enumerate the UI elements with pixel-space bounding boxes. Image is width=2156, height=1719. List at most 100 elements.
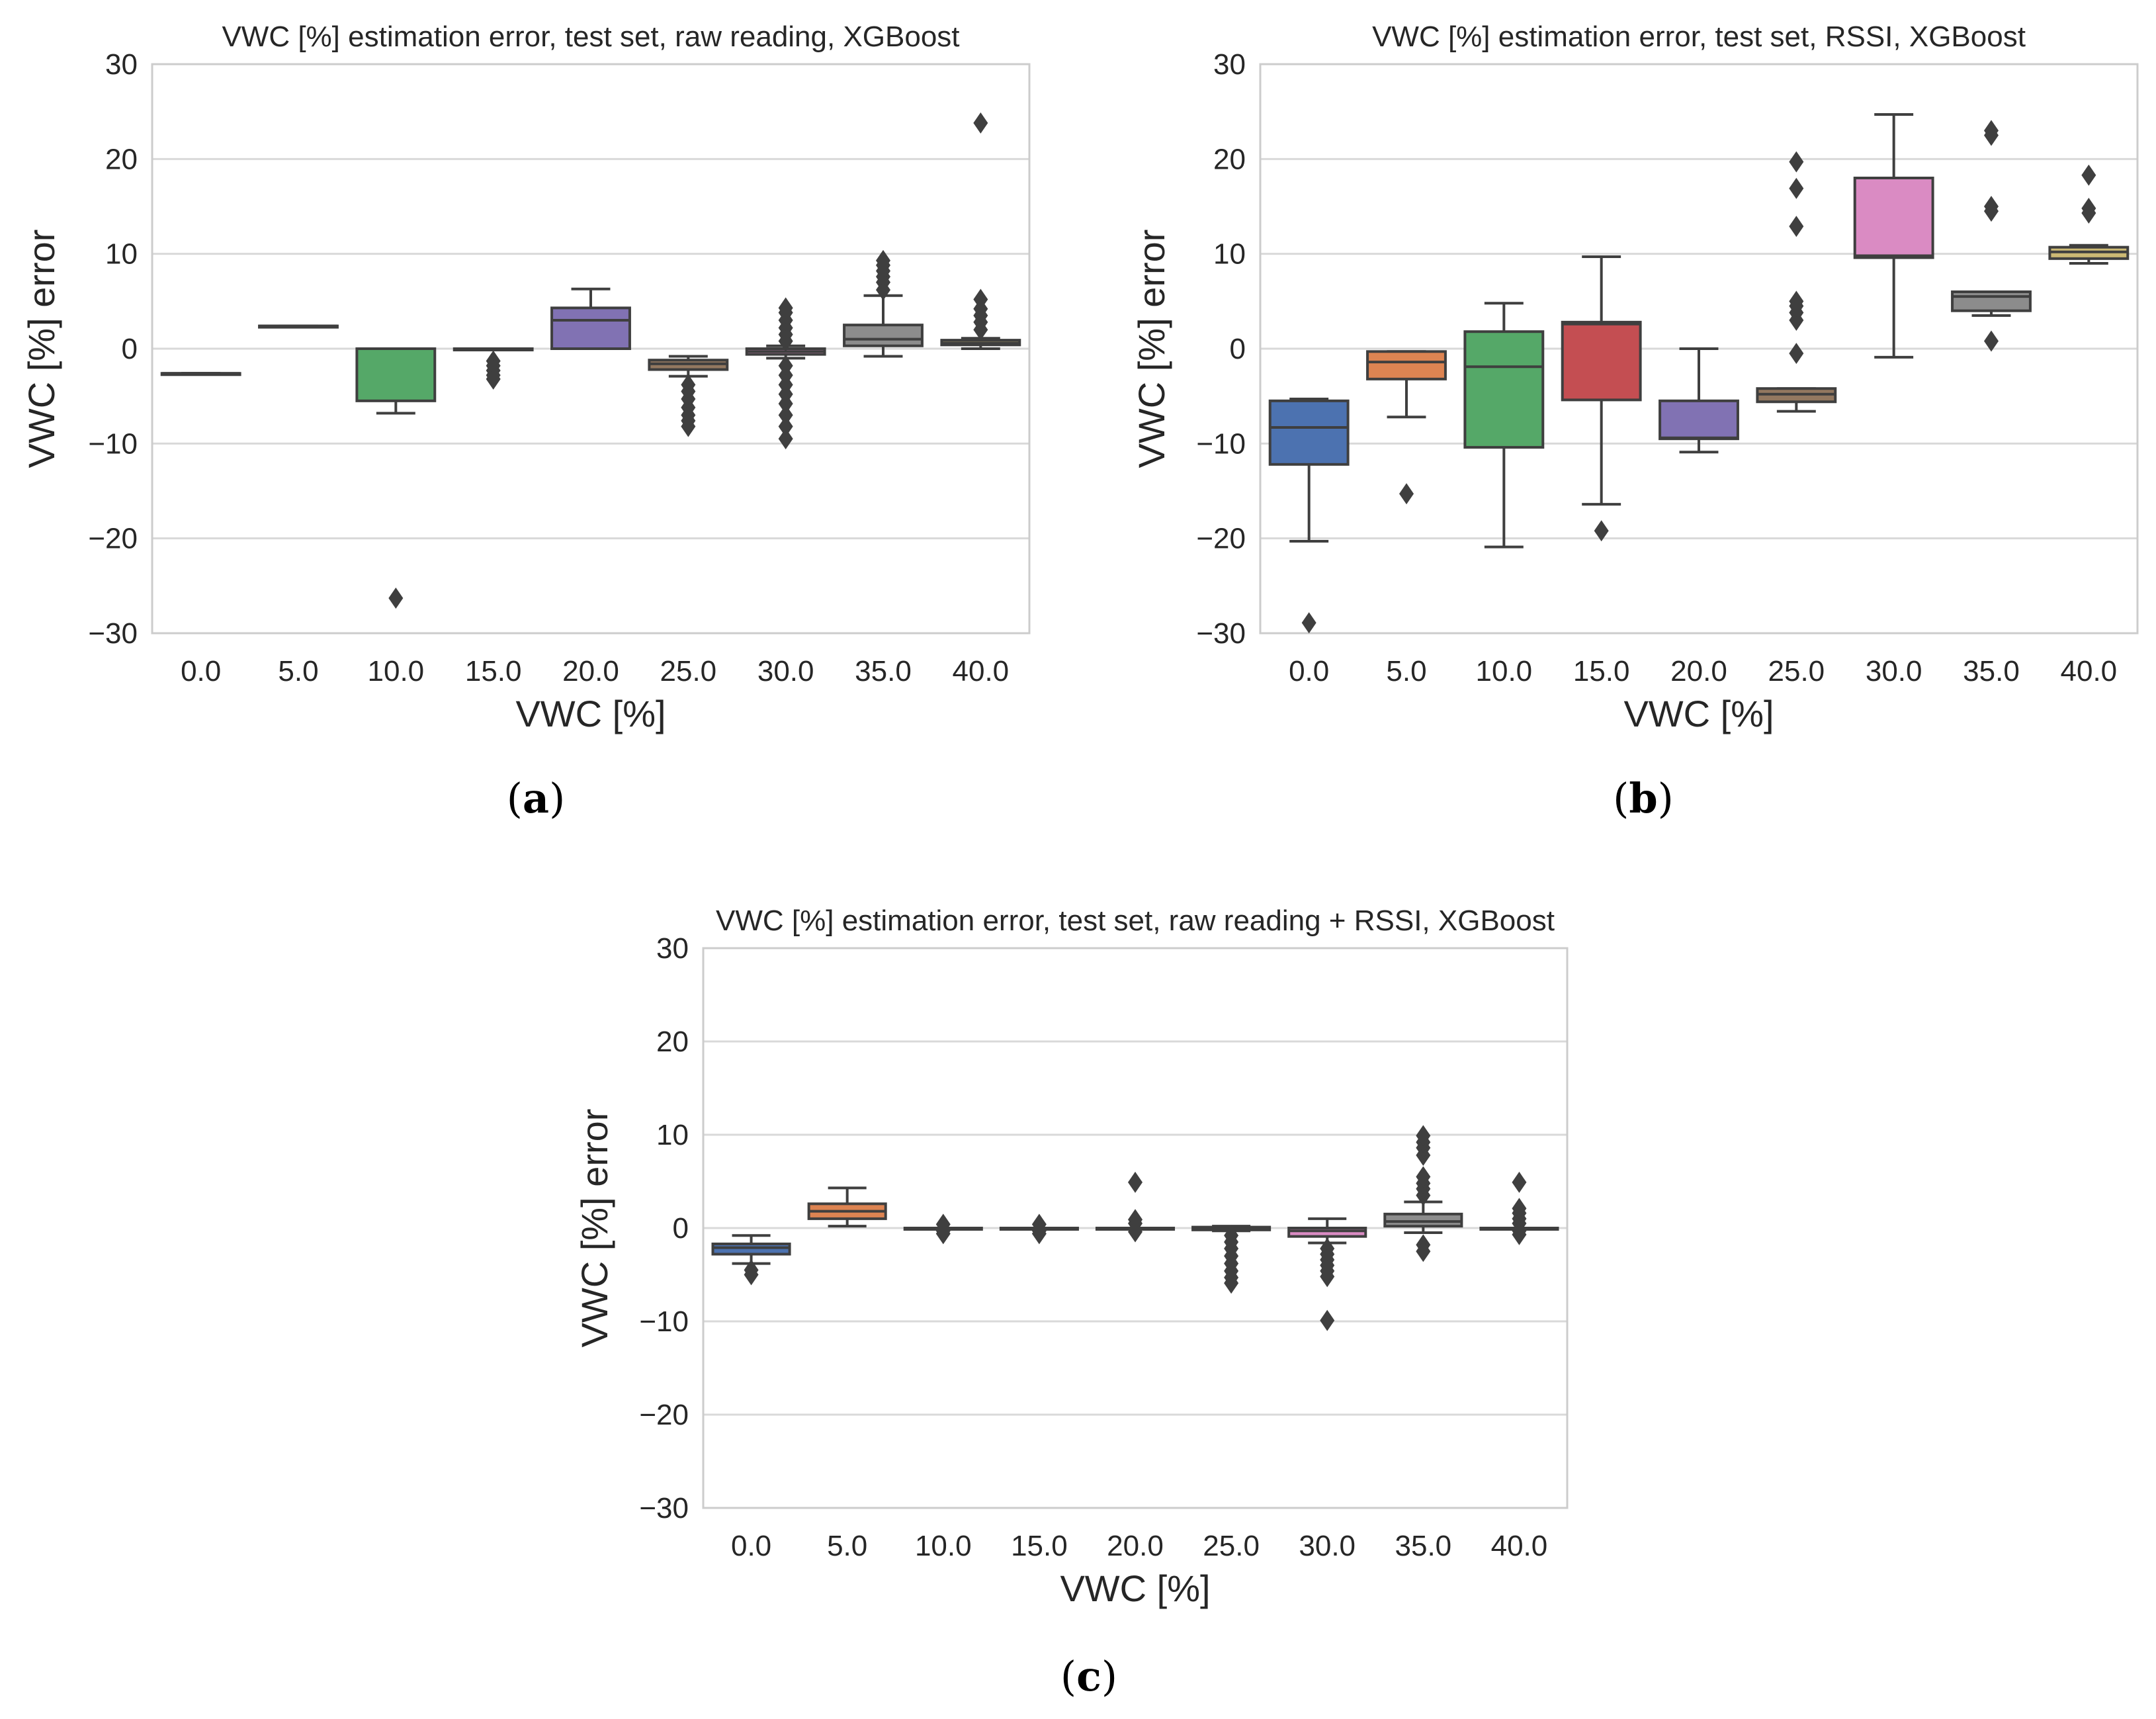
- x-tick-label: 10.0: [1476, 655, 1533, 687]
- box-25.0: [648, 355, 729, 437]
- caption-letter-a: a: [523, 774, 549, 822]
- box-0.0: [160, 372, 241, 376]
- x-tick-label: 10.0: [368, 655, 425, 687]
- outlier-point: [973, 112, 988, 134]
- outlier-point: [1224, 1272, 1239, 1294]
- outlier-point: [1789, 216, 1804, 238]
- panel-title-c: VWC [%] estimation error, test set, raw …: [716, 904, 1555, 937]
- box-25.0: [1191, 1225, 1272, 1294]
- box-5.0: [1366, 350, 1447, 505]
- box-iqr: [843, 324, 924, 347]
- x-axis-label-a: VWC [%]: [515, 693, 666, 734]
- x-tick-label: 25.0: [1768, 655, 1825, 687]
- box-5.0: [258, 324, 339, 329]
- outlier-point: [1416, 1166, 1431, 1188]
- caption-b: (b): [1613, 774, 1674, 822]
- outlier-point: [1416, 1125, 1431, 1147]
- box-35.0: [1383, 1125, 1463, 1262]
- box-5.0: [807, 1186, 887, 1228]
- x-tick-label: 40.0: [1491, 1530, 1548, 1562]
- y-tick-labels-a: −30 −20 −10 0 10 20 30: [88, 48, 138, 650]
- box-40.0: [940, 112, 1021, 350]
- box-marks-c: [711, 1125, 1559, 1331]
- outlier-point: [778, 393, 793, 415]
- caption-letter-b: b: [1629, 774, 1657, 822]
- box-marks-a: [160, 112, 1021, 609]
- x-tick-label: 40.0: [953, 655, 1010, 687]
- outlier-point: [778, 428, 793, 450]
- y-tick-label: −30: [88, 617, 138, 650]
- outlier-point: [2081, 197, 2096, 219]
- box-iqr: [1366, 350, 1447, 380]
- x-tick-label: 25.0: [660, 655, 717, 687]
- outlier-point: [744, 1264, 759, 1286]
- outlier-point: [1128, 1221, 1143, 1243]
- caption-letter-c: c: [1076, 1652, 1101, 1700]
- box-40.0: [2048, 164, 2130, 265]
- outlier-point: [681, 416, 696, 437]
- box-iqr: [1951, 290, 2032, 312]
- outlier-point: [1320, 1309, 1335, 1331]
- plot-frame-c: [702, 947, 1569, 1509]
- x-tick-label: 5.0: [827, 1530, 867, 1562]
- y-tick-labels-c: −30 −20 −10 0 10 20 30: [639, 932, 689, 1524]
- panel-title-b: VWC [%] estimation error, test set, RSSI…: [1372, 21, 2026, 53]
- x-tick-label: 15.0: [1573, 655, 1630, 687]
- y-tick-label: 10: [105, 238, 138, 271]
- box-iqr: [1383, 1212, 1463, 1228]
- outlier-point: [1789, 290, 1804, 312]
- box-iqr: [1268, 399, 1350, 466]
- y-tick-label: 20: [1213, 143, 1246, 175]
- y-tick-label: −20: [88, 523, 138, 555]
- plot-frame-a: [151, 63, 1031, 635]
- y-tick-label: −10: [88, 427, 138, 460]
- outlier-point: [778, 297, 793, 319]
- y-tick-label: −30: [639, 1492, 689, 1524]
- outlier-point: [1512, 1171, 1527, 1193]
- box-25.0: [1756, 151, 1837, 413]
- y-tick-label: 10: [1213, 238, 1246, 271]
- x-axis-label-b: VWC [%]: [1623, 693, 1774, 734]
- outlier-point: [778, 404, 793, 426]
- box-20.0: [1095, 1171, 1176, 1243]
- plot-frame-b: [1259, 63, 2139, 635]
- y-tick-label: −10: [1196, 427, 1246, 460]
- y-axis-label-a: VWC [%] error: [21, 230, 62, 468]
- x-tick-label: 35.0: [1963, 655, 2020, 687]
- x-tick-label: 30.0: [1866, 655, 1922, 687]
- y-tick-label: 0: [1230, 333, 1246, 365]
- caption-c: (c): [1060, 1652, 1117, 1700]
- x-tick-label: 35.0: [1395, 1530, 1452, 1562]
- outlier-point: [778, 416, 793, 437]
- box-20.0: [550, 287, 631, 351]
- outlier-point: [1789, 177, 1804, 199]
- outlier-point: [1320, 1266, 1335, 1288]
- x-tick-label: 30.0: [757, 655, 814, 687]
- box-iqr: [1659, 399, 1739, 441]
- x-tick-label: 40.0: [2061, 655, 2118, 687]
- y-tick-label: 10: [656, 1119, 689, 1151]
- box-iqr: [550, 306, 631, 351]
- y-tick-label: 20: [656, 1026, 689, 1058]
- outlier-point: [388, 587, 404, 609]
- x-tick-label: 0.0: [731, 1530, 771, 1562]
- outlier-point: [1512, 1223, 1527, 1245]
- box-40.0: [1479, 1171, 1559, 1245]
- y-axis-label-c: VWC [%] error: [574, 1109, 615, 1348]
- x-tick-label: 15.0: [1011, 1530, 1068, 1562]
- outlier-point: [2081, 164, 2096, 186]
- box-10.0: [355, 347, 437, 609]
- outlier-point: [1984, 330, 1999, 352]
- box-iqr: [1463, 330, 1545, 449]
- outlier-point: [876, 249, 890, 271]
- panel-c: −30 −20 −10 0 10 20 30 0.0 5.0 10.0 15.0 20.0 25.0 3…: [574, 904, 1569, 1700]
- outlier-point: [1594, 520, 1609, 542]
- y-tick-label: 30: [1213, 48, 1246, 81]
- x-tick-label: 35.0: [855, 655, 912, 687]
- outlier-point: [1031, 1223, 1047, 1245]
- box-iqr: [355, 347, 437, 402]
- y-tick-label: 30: [105, 48, 138, 81]
- box-30.0: [1287, 1217, 1367, 1331]
- box-0.0: [1268, 397, 1350, 634]
